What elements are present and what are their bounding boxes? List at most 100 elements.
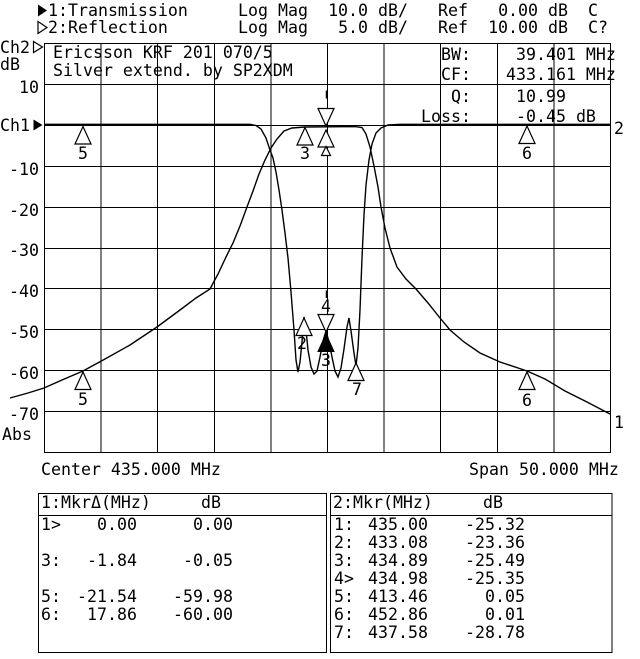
marker-table-boxes xyxy=(38,493,613,653)
y-tick-minus20: -20 xyxy=(9,201,39,220)
table1-row-id: 5: xyxy=(41,587,61,606)
table2-row-freq: 433.08 xyxy=(368,533,428,552)
trace1-label: 1:Transmission xyxy=(48,1,188,20)
table1-row-db: -0.05 xyxy=(183,551,233,570)
table1-row-db: -59.98 xyxy=(173,587,233,606)
trace2-curve-label: 2 xyxy=(614,119,624,138)
table1-row-freq: 0.00 xyxy=(97,515,137,534)
db-unit-label: dB xyxy=(0,55,20,74)
q-label: Q: xyxy=(451,87,471,106)
table1-row-freq: -1.84 xyxy=(87,551,137,570)
table1-row-id: 6: xyxy=(41,605,61,624)
table2-row-freq: 452.86 xyxy=(368,605,428,624)
table2-row-db: -25.49 xyxy=(465,551,525,570)
y-tick-minus70: -70 xyxy=(9,405,39,424)
table1-row-id: 1> xyxy=(41,515,61,534)
table1-row-freq: -21.54 xyxy=(77,587,137,606)
marker-3-reflection-label: 3 xyxy=(321,351,331,370)
table2-row-id: 4> xyxy=(334,569,354,588)
ch1-arrow-icon xyxy=(33,119,43,131)
device-title-line2: Silver extend. by SP2XDM xyxy=(53,61,293,80)
trace1-format: Log Mag xyxy=(238,1,308,20)
cf-value: 433.161 MHz xyxy=(506,65,616,84)
marker-6-transmission-label: 6 xyxy=(522,391,532,410)
device-title-line1: Ericsson KRF 201 070/5 xyxy=(53,43,273,62)
marker-1-active-up-triangle xyxy=(317,128,335,148)
trace1-scale: 10.0 dB/ xyxy=(328,1,408,20)
table2-row-db: -25.35 xyxy=(465,569,525,588)
ch2-label: Ch2 xyxy=(0,38,30,57)
trace2-ref-label: Ref xyxy=(438,18,468,37)
table2-row-freq: 437.58 xyxy=(368,623,428,642)
marker-5-reflection-label: 5 xyxy=(78,144,88,163)
table2-row-freq: 434.98 xyxy=(368,569,428,588)
ch2-arrow-icon xyxy=(32,40,44,54)
marker-4-label: 4 xyxy=(321,297,331,316)
q-value: 10.99 xyxy=(516,87,566,106)
y-tick-minus60: -60 xyxy=(9,364,39,383)
y-tick-plus10: 10 xyxy=(19,78,39,97)
table2-row-id: 1: xyxy=(334,515,354,534)
table2-row-id: 7: xyxy=(334,623,354,642)
trace2-format: Log Mag xyxy=(238,18,308,37)
table2-row-id: 3: xyxy=(334,551,354,570)
marker-6-reflection-label: 6 xyxy=(522,144,532,163)
y-tick-minus10: -10 xyxy=(9,160,39,179)
trace1-curve-label: 1 xyxy=(614,413,624,432)
trace1-cal-status: C xyxy=(588,1,598,20)
trace2-scale: 5.0 dB/ xyxy=(338,18,408,37)
table1-row-freq: 17.86 xyxy=(87,605,137,624)
table2-row-freq: 413.46 xyxy=(368,587,428,606)
table2-row-id: 5: xyxy=(334,587,354,606)
table2-row-db: -28.78 xyxy=(465,623,525,642)
bw-value: 39.401 MHz xyxy=(516,45,616,64)
marker-3-transmission-label: 3 xyxy=(300,144,310,163)
cf-label: CF: xyxy=(441,65,471,84)
table2-row-id: 2: xyxy=(334,533,354,552)
y-tick-minus40: -40 xyxy=(9,282,39,301)
span: Span 50.000 MHz xyxy=(469,460,619,479)
trace1-arrow-icon xyxy=(38,4,47,17)
trace2-cal-status: C? xyxy=(588,18,608,37)
table1-header: 1:MkrΔ(MHz) xyxy=(41,493,151,512)
trace2-ref-value: 10.00 dB xyxy=(488,18,568,37)
marker-5-transmission-triangle xyxy=(74,370,92,391)
ch1-label: Ch1 xyxy=(0,116,30,135)
marker-2-reflection-triangle xyxy=(295,316,313,337)
loss-value: -0.45 dB xyxy=(516,107,596,126)
center-frequency: Center 435.000 MHz xyxy=(41,460,221,479)
marker-3-reflection-triangle xyxy=(317,332,335,352)
y-tick-minus30: -30 xyxy=(9,241,39,260)
table1-header-db: dB xyxy=(201,493,221,512)
marker-3-transmission-triangle xyxy=(296,126,314,146)
marker-1-delta-ref-triangle xyxy=(320,145,332,157)
table2-row-id: 6: xyxy=(334,605,354,624)
marker-4-active-down-triangle xyxy=(317,313,335,334)
marker-5-transmission-label: 5 xyxy=(78,390,88,409)
trace2-label: 2:Reflection xyxy=(48,18,168,37)
trace1-ref-label: Ref xyxy=(438,1,468,20)
abs-label: Abs xyxy=(2,425,32,444)
marker-7-label: 7 xyxy=(352,380,362,399)
table1-row-id: 3: xyxy=(41,551,61,570)
marker-2-label: 2 xyxy=(297,334,307,353)
loss-label: Loss: xyxy=(421,107,471,126)
table2-header-db: dB xyxy=(483,493,503,512)
bw-label: BW: xyxy=(441,45,471,64)
trace1-ref-value: 0.00 dB xyxy=(498,1,568,20)
table2-header: 2:Mkr(MHz) xyxy=(333,493,433,512)
marker-6-transmission-triangle xyxy=(518,370,536,391)
marker-7-reflection-triangle xyxy=(347,361,365,382)
table2-row-db: -23.36 xyxy=(465,533,525,552)
table2-row-db: 0.01 xyxy=(485,605,525,624)
table2-row-freq: 434.89 xyxy=(368,551,428,570)
marker-6-reflection-triangle xyxy=(518,124,536,145)
table2-row-freq: 435.00 xyxy=(368,515,428,534)
marker-5-reflection-triangle xyxy=(74,125,92,145)
y-tick-minus50: -50 xyxy=(9,323,39,342)
table1-row-db: 0.00 xyxy=(193,515,233,534)
marker-1-active-down-triangle xyxy=(317,107,335,128)
table2-row-db: -25.32 xyxy=(465,515,525,534)
